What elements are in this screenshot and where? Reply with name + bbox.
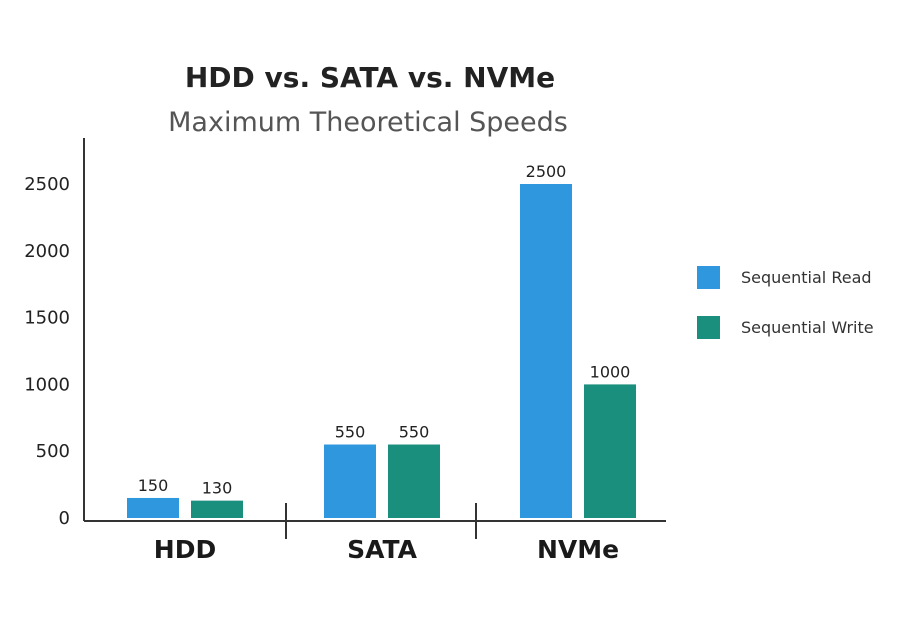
bar-sequential-write-sata (388, 444, 440, 518)
legend-label: Sequential Read (741, 268, 872, 287)
y-axis-ticks: 0 500 1000 1500 2000 2500 (24, 174, 70, 529)
bar-sequential-write-nvme (584, 384, 636, 518)
category-labels: HDD SATA NVMe (154, 535, 619, 564)
legend-label: Sequential Write (741, 318, 874, 337)
data-label: 130 (202, 479, 233, 498)
bars: 150 550 2500 130 550 1000 (127, 162, 636, 518)
x-tick-label: SATA (347, 535, 418, 564)
y-tick-label: 1500 (24, 308, 70, 329)
x-tick-label: NVMe (537, 535, 619, 564)
data-label: 550 (335, 423, 366, 442)
chart-title: HDD vs. SATA vs. NVMe (185, 61, 555, 94)
y-tick-label: 0 (59, 508, 70, 529)
bar-sequential-read-hdd (127, 497, 179, 518)
y-tick-label: 2500 (24, 174, 70, 195)
data-label: 150 (138, 476, 169, 495)
y-tick-label: 1000 (24, 374, 70, 395)
bar-sequential-write-hdd (191, 500, 243, 518)
y-tick-label: 2000 (24, 241, 70, 262)
y-tick-label: 500 (36, 441, 70, 462)
x-tick-label: HDD (154, 535, 216, 564)
legend-swatch (697, 316, 720, 339)
chart-subtitle: Maximum Theoretical Speeds (168, 107, 568, 138)
legend: Sequential Read Sequential Write (697, 266, 874, 339)
data-label: 550 (399, 423, 430, 442)
data-label: 1000 (590, 362, 631, 381)
bar-sequential-read-sata (324, 444, 376, 518)
bar-sequential-read-nvme (520, 184, 572, 518)
data-label: 2500 (526, 162, 567, 181)
legend-swatch (697, 266, 720, 289)
